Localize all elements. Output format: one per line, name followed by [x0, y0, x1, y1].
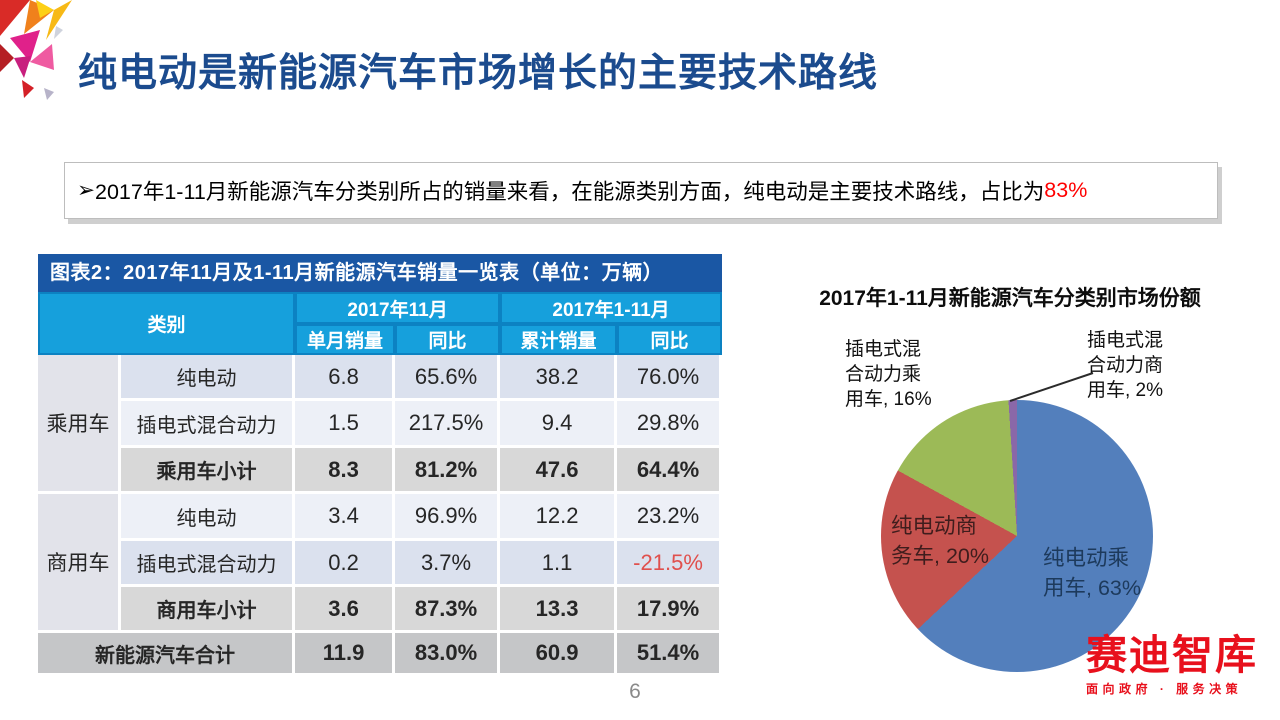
table-row: 插电式混合动力 1.5 217.5% 9.4 29.8%	[38, 401, 723, 448]
col-header-yoy-nov: 同比	[395, 324, 501, 355]
origami-decoration	[0, 0, 72, 100]
col-group-jan-nov-2017: 2017年1-11月	[500, 292, 723, 324]
table-row-subtotal: 商用车小计 3.6 87.3% 13.3 17.9%	[38, 587, 723, 633]
row-label-total: 新能源汽车合计	[38, 633, 296, 676]
pie-label-bev-passenger: 纯电动乘 用车, 63%	[1043, 546, 1141, 600]
col-group-nov-2017: 2017年11月	[295, 292, 501, 324]
row-label: 纯电动	[121, 494, 296, 541]
pie-label-bev-commercial: 纯电动商 务车, 20%	[891, 514, 989, 568]
cell-value: 3.6	[295, 587, 396, 633]
logo-name: 赛迪智库	[1086, 632, 1258, 678]
pie-chart-title: 2017年1-11月新能源汽车分类别市场份额	[819, 287, 1201, 310]
row-label: 纯电动	[121, 355, 296, 401]
bullet-highlight: 83%	[1044, 178, 1088, 202]
cell-value: 17.9%	[617, 587, 723, 633]
cell-value: 47.6	[500, 448, 618, 494]
page-number: 6	[629, 680, 641, 703]
table-caption: 图表2：2017年11月及1-11月新能源汽车销量一览表（单位：万辆）	[38, 254, 722, 292]
cell-value: 0.2	[295, 541, 396, 587]
pie-chart	[881, 400, 1153, 672]
cell-value: 23.2%	[617, 494, 723, 541]
col-header-yoy-cumulative: 同比	[617, 324, 723, 355]
cell-value: 51.4%	[617, 633, 723, 676]
cell-value: 65.6%	[395, 355, 501, 401]
cell-value: 76.0%	[617, 355, 723, 401]
cell-value-negative: -21.5%	[617, 541, 723, 587]
cell-value: 9.4	[500, 401, 618, 448]
table-row: 商用车 纯电动 3.4 96.9% 12.2 23.2%	[38, 494, 723, 633]
slide-title: 纯电动是新能源汽车市场增长的主要技术路线	[78, 52, 879, 95]
pie-label-phev-commercial: 插电式混 合动力商 用车, 2%	[1087, 330, 1164, 402]
cell-value: 87.3%	[395, 587, 501, 633]
cell-value: 81.2%	[395, 448, 501, 494]
cell-value: 60.9	[500, 633, 618, 676]
row-group-commercial: 商用车	[38, 494, 121, 633]
cell-value: 29.8%	[617, 401, 723, 448]
pie-label-phev-passenger: 插电式混 合动力乘 用车, 16%	[845, 339, 932, 411]
logo-tagline: 面向政府 · 服务决策	[1086, 682, 1243, 697]
cell-value: 3.7%	[395, 541, 501, 587]
cell-value: 12.2	[500, 494, 618, 541]
table-row: 乘用车 纯电动 6.8 65.6% 38.2 76.0%	[38, 355, 723, 494]
cell-value: 64.4%	[617, 448, 723, 494]
col-header-cumulative-sales: 累计销量	[500, 324, 618, 355]
row-label: 商用车小计	[121, 587, 296, 633]
cell-value: 11.9	[295, 633, 396, 676]
cell-value: 96.9%	[395, 494, 501, 541]
cell-value: 1.1	[500, 541, 618, 587]
col-header-category: 类别	[38, 292, 296, 355]
cell-value: 3.4	[295, 494, 396, 541]
row-label: 插电式混合动力	[121, 541, 296, 587]
cell-value: 83.0%	[395, 633, 501, 676]
row-group-passenger: 乘用车	[38, 355, 121, 494]
ccid-logo: 赛迪智库 面向政府 · 服务决策	[1086, 632, 1258, 697]
cell-value: 13.3	[500, 587, 618, 633]
table-row-subtotal: 乘用车小计 8.3 81.2% 47.6 64.4%	[38, 448, 723, 494]
table-row: 插电式混合动力 0.2 3.7% 1.1 -21.5%	[38, 541, 723, 587]
sales-table-grid: 类别 2017年11月 2017年1-11月 单月销量 同比 累计销量 同比 乘…	[38, 292, 723, 676]
row-label: 乘用车小计	[121, 448, 296, 494]
sales-table: 图表2：2017年11月及1-11月新能源汽车销量一览表（单位：万辆） 类别 2…	[38, 254, 723, 676]
table-row-total: 新能源汽车合计 11.9 83.0% 60.9 51.4%	[38, 633, 723, 676]
bullet-box: ➢ 2017年1-11月新能源汽车分类别所占的销量来看，在能源类别方面，纯电动是…	[64, 162, 1218, 219]
cell-value: 8.3	[295, 448, 396, 494]
cell-value: 217.5%	[395, 401, 501, 448]
bullet-marker: ➢	[77, 178, 96, 202]
row-label: 插电式混合动力	[121, 401, 296, 448]
cell-value: 1.5	[295, 401, 396, 448]
col-header-monthly-sales: 单月销量	[295, 324, 396, 355]
bullet-text: 2017年1-11月新能源汽车分类别所占的销量来看，在能源类别方面，纯电动是主要…	[95, 180, 1045, 204]
cell-value: 6.8	[295, 355, 396, 401]
cell-value: 38.2	[500, 355, 618, 401]
